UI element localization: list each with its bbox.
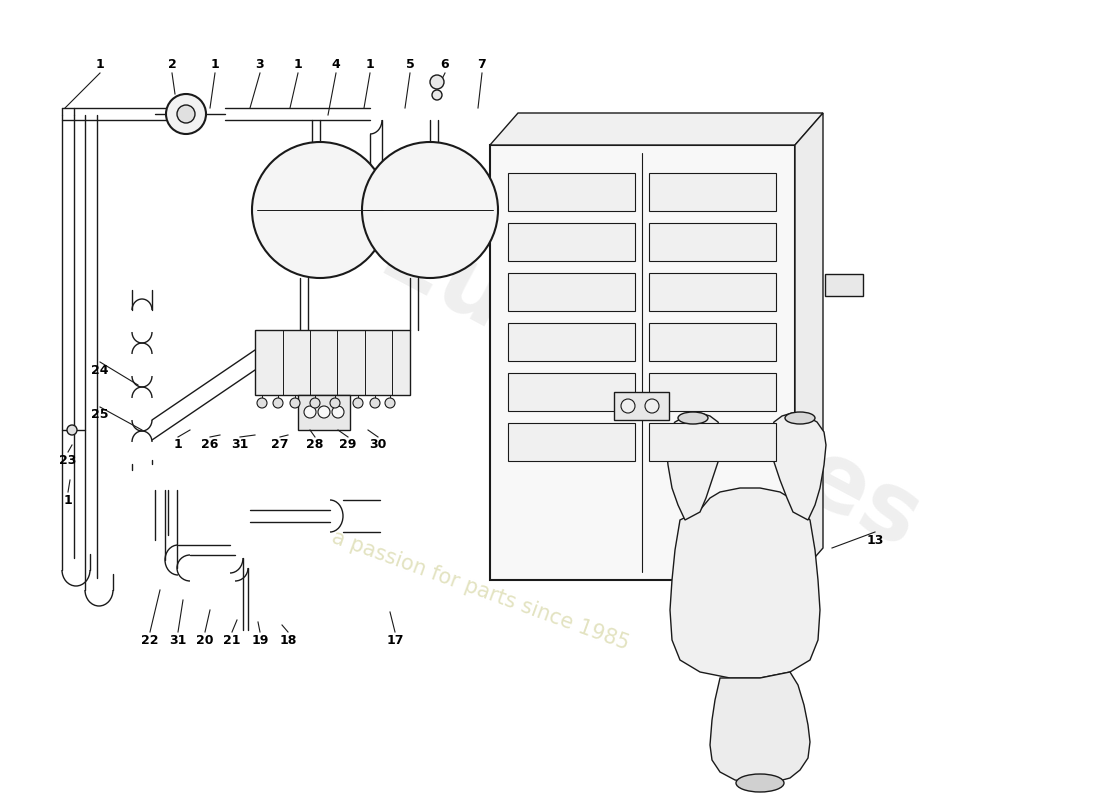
Bar	[825, 274, 864, 296]
Circle shape	[310, 398, 320, 408]
Bar	[508, 423, 635, 461]
Text: 28: 28	[306, 438, 323, 451]
Text: 7: 7	[477, 58, 486, 71]
Bar	[298, 395, 350, 430]
Text: 29: 29	[339, 438, 356, 451]
Circle shape	[257, 398, 267, 408]
Text: 24: 24	[91, 363, 109, 377]
Circle shape	[430, 75, 444, 89]
Text: 2: 2	[167, 58, 176, 71]
Circle shape	[166, 94, 206, 134]
Bar	[649, 373, 776, 411]
Polygon shape	[770, 413, 826, 520]
Bar	[614, 392, 669, 420]
Text: 3: 3	[255, 58, 264, 71]
Circle shape	[370, 398, 379, 408]
Bar	[649, 173, 776, 211]
Text: 25: 25	[91, 409, 109, 422]
Text: 31: 31	[231, 438, 249, 451]
Text: 17: 17	[386, 634, 404, 646]
Bar	[508, 373, 635, 411]
Text: 21: 21	[223, 634, 241, 646]
Bar	[255, 330, 410, 395]
Bar	[508, 323, 635, 361]
Text: 1: 1	[365, 58, 374, 71]
Text: 27: 27	[272, 438, 288, 451]
Bar	[490, 145, 795, 580]
Circle shape	[645, 399, 659, 413]
Circle shape	[330, 398, 340, 408]
Ellipse shape	[736, 774, 784, 792]
Bar	[508, 273, 635, 311]
Bar	[649, 273, 776, 311]
Text: 19: 19	[251, 634, 268, 646]
Circle shape	[353, 398, 363, 408]
Text: 1: 1	[174, 438, 183, 451]
Text: 18: 18	[279, 634, 297, 646]
Text: 30: 30	[370, 438, 387, 451]
Circle shape	[304, 406, 316, 418]
Text: 23: 23	[59, 454, 77, 466]
Text: 5: 5	[406, 58, 415, 71]
Circle shape	[290, 398, 300, 408]
Text: Eurospares: Eurospares	[364, 209, 935, 571]
Bar	[508, 223, 635, 261]
Polygon shape	[710, 672, 810, 783]
Bar	[508, 173, 635, 211]
Text: 22: 22	[141, 634, 158, 646]
Circle shape	[621, 399, 635, 413]
Text: a passion for parts since 1985: a passion for parts since 1985	[329, 526, 631, 654]
Circle shape	[432, 90, 442, 100]
Text: 6: 6	[441, 58, 449, 71]
Circle shape	[332, 406, 344, 418]
Circle shape	[362, 142, 498, 278]
Ellipse shape	[785, 412, 815, 424]
Text: 4: 4	[331, 58, 340, 71]
Polygon shape	[795, 113, 823, 580]
Text: 1: 1	[210, 58, 219, 71]
Polygon shape	[666, 413, 722, 520]
Circle shape	[177, 105, 195, 123]
Text: 1: 1	[96, 58, 104, 71]
Text: 31: 31	[169, 634, 187, 646]
Text: 1: 1	[294, 58, 302, 71]
Circle shape	[385, 398, 395, 408]
Polygon shape	[670, 488, 820, 678]
Text: 20: 20	[196, 634, 213, 646]
Text: 26: 26	[201, 438, 219, 451]
Text: 13: 13	[867, 534, 883, 546]
Ellipse shape	[678, 412, 708, 424]
Circle shape	[318, 406, 330, 418]
Bar	[649, 323, 776, 361]
Circle shape	[273, 398, 283, 408]
Bar	[649, 223, 776, 261]
Circle shape	[67, 425, 77, 435]
Bar	[649, 423, 776, 461]
Text: 1: 1	[64, 494, 73, 506]
Polygon shape	[490, 113, 823, 145]
Circle shape	[252, 142, 388, 278]
